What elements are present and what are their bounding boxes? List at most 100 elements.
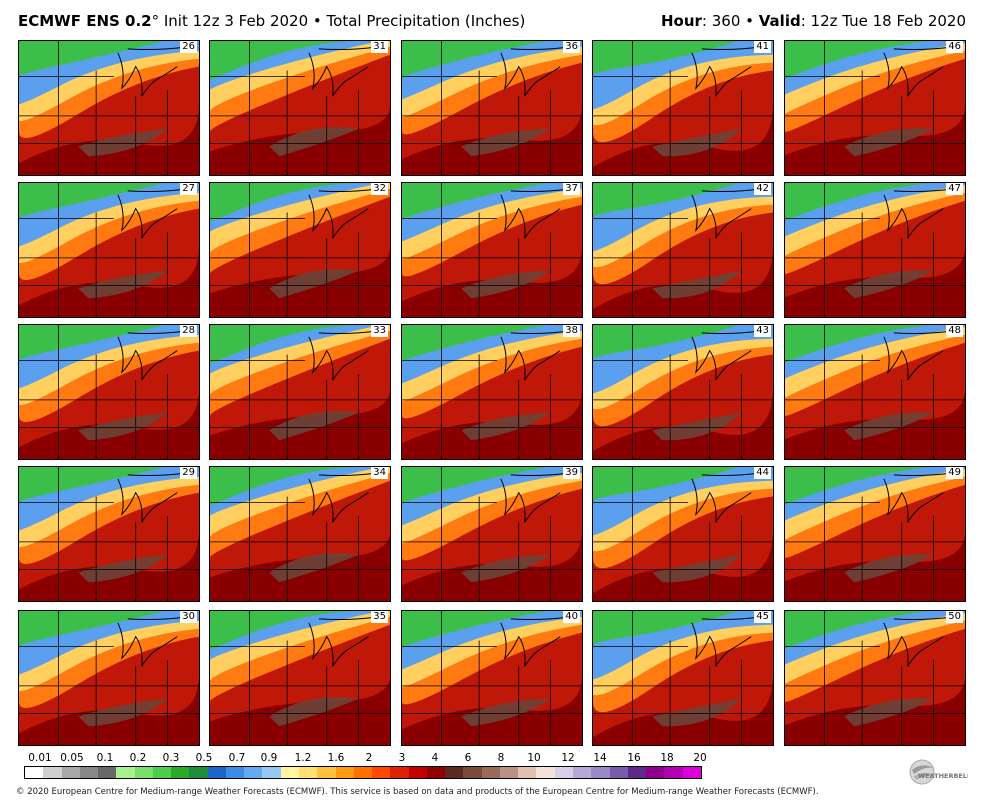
colorbar-swatch	[463, 767, 482, 778]
scale-label: 14	[593, 752, 607, 764]
colorbar-swatch	[134, 767, 153, 778]
member-number: 33	[371, 325, 388, 337]
member-number: 31	[371, 41, 388, 53]
precip-map	[785, 41, 965, 175]
valid-label: Valid	[758, 12, 801, 30]
scale-label: 1.6	[327, 752, 345, 764]
precip-map	[402, 611, 582, 745]
ensemble-member-panel: 49	[784, 466, 966, 602]
colorbar-swatch	[61, 767, 80, 778]
precip-map	[210, 611, 390, 745]
colorbar-swatch	[98, 767, 117, 778]
colorbar-swatch	[298, 767, 318, 778]
degree-symbol: °	[151, 12, 160, 30]
scale-label: 0.5	[195, 752, 213, 764]
colorbar-swatch	[426, 767, 446, 778]
logo-text: WEATHERBELL	[918, 772, 968, 780]
scale-label: 2	[365, 752, 373, 764]
scale-label: 4	[431, 752, 439, 764]
ensemble-member-panel: 38	[401, 324, 583, 460]
ensemble-member-panel: 39	[401, 466, 583, 602]
colorbar-swatch	[152, 767, 172, 778]
ensemble-member-panel: 29	[18, 466, 200, 602]
ensemble-member-panel: 42	[592, 182, 774, 318]
chart-title: ECMWF ENS 0.2° Init 12z 3 Feb 2020 • Tot…	[18, 12, 525, 30]
hour-value: : 360 •	[701, 12, 759, 30]
copyright-footer: © 2020 European Centre for Medium-range …	[16, 787, 819, 797]
ensemble-member-panel: 45	[592, 610, 774, 746]
colorbar-swatch	[280, 767, 299, 778]
member-number: 40	[563, 611, 580, 623]
member-number: 48	[946, 325, 963, 337]
colorbar-swatch	[25, 767, 44, 778]
precip-map	[19, 41, 199, 175]
ensemble-member-panel: 26	[18, 40, 200, 176]
colorbar-swatch	[262, 767, 281, 778]
member-number: 36	[563, 41, 580, 53]
ensemble-member-panel: 41	[592, 40, 774, 176]
precip-map	[785, 183, 965, 317]
ensemble-member-panel: 34	[209, 466, 391, 602]
colorbar-swatch	[317, 767, 336, 778]
colorbar-swatch	[171, 767, 190, 778]
scale-label: 18	[660, 752, 674, 764]
precip-map	[210, 41, 390, 175]
colorbar-swatch	[335, 767, 354, 778]
precip-map	[19, 325, 199, 459]
member-number: 27	[180, 183, 197, 195]
model-name: ECMWF ENS 0.2	[18, 12, 152, 30]
ensemble-member-panel: 30	[18, 610, 200, 746]
member-number: 29	[180, 467, 197, 479]
ensemble-member-panel: 36	[401, 40, 583, 176]
ensemble-member-panel: 50	[784, 610, 966, 746]
precip-map	[785, 611, 965, 745]
colorbar-swatch	[390, 767, 409, 778]
weatherbell-logo: WEATHERBELL	[909, 759, 968, 785]
precip-map	[210, 325, 390, 459]
init-info: Init 12z 3 Feb 2020 • Total Precipitatio…	[159, 12, 526, 30]
colorbar-swatch	[372, 767, 391, 778]
scale-label: 10	[527, 752, 541, 764]
member-number: 50	[946, 611, 963, 623]
colorbar-swatch	[646, 767, 665, 778]
member-number: 35	[371, 611, 388, 623]
colorbar-swatch	[664, 767, 683, 778]
precip-map	[19, 467, 199, 601]
member-number: 32	[371, 183, 388, 195]
ensemble-member-panel: 27	[18, 182, 200, 318]
colorbar-swatch	[627, 767, 647, 778]
colorbar-swatch	[481, 767, 500, 778]
colorbar-swatch	[445, 767, 464, 778]
member-number: 28	[180, 325, 197, 337]
colorbar-swatch	[408, 767, 427, 778]
scale-labels: 0.01 0.05 0.1 0.2 0.3 0.5 0.7 0.9 1.2 1.6 2 3 4 6 8 10 1…	[24, 752, 706, 766]
colorbar-swatch	[79, 767, 99, 778]
ensemble-member-panel: 37	[401, 182, 583, 318]
colorbar-swatch	[353, 767, 373, 778]
precip-map	[402, 183, 582, 317]
colorbar-swatch	[207, 767, 226, 778]
ensemble-member-panel: 35	[209, 610, 391, 746]
colorbar-swatch	[244, 767, 263, 778]
scale-label: 12	[561, 752, 575, 764]
valid-time: Hour: 360 • Valid: 12z Tue 18 Feb 2020	[661, 12, 966, 30]
ensemble-member-panel: 33	[209, 324, 391, 460]
member-number: 30	[180, 611, 197, 623]
scale-label: 0.3	[162, 752, 180, 764]
scale-label: 0.9	[260, 752, 278, 764]
scale-label: 8	[497, 752, 505, 764]
precip-map	[19, 611, 199, 745]
ensemble-member-panel: 48	[784, 324, 966, 460]
valid-value: : 12z Tue 18 Feb 2020	[800, 12, 966, 30]
precip-map	[593, 325, 773, 459]
colorbar-swatch	[116, 767, 135, 778]
member-number: 37	[563, 183, 580, 195]
precip-map	[402, 325, 582, 459]
scale-label: 0.2	[129, 752, 147, 764]
ensemble-member-panel: 32	[209, 182, 391, 318]
member-number: 39	[563, 467, 580, 479]
hour-label: Hour	[660, 12, 702, 30]
precip-map	[785, 467, 965, 601]
member-number: 49	[946, 467, 963, 479]
scale-label: 16	[627, 752, 641, 764]
